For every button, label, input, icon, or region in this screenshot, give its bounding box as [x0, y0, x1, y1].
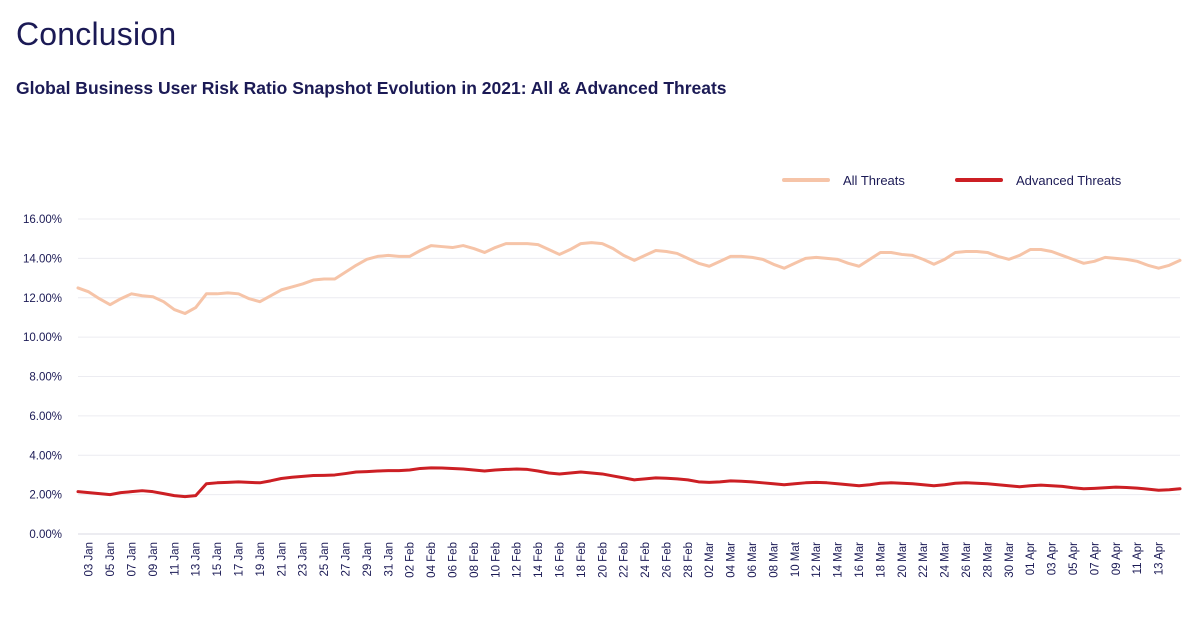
y-tick-label: 2.00% [29, 490, 62, 502]
x-tick-label: 22 Feb [619, 542, 631, 578]
x-tick-label: 24 Feb [640, 542, 652, 578]
series-line-all-threats [76, 241, 1182, 315]
x-tick-label: 26 Feb [661, 542, 673, 578]
x-tick-label: 18 Mar [875, 542, 887, 578]
y-tick-label: 12.00% [23, 293, 62, 305]
x-tick-label: 22 Mar [918, 542, 930, 578]
x-axis: 03 Jan 05 Jan 07 Jan 09 Jan 11 Jan 13 Jan 15 J… [84, 541, 1166, 578]
x-tick-label: 12 Mar [811, 542, 823, 578]
x-tick-label: 06 Mar [747, 542, 759, 578]
x-tick-label: 30 Mar [1004, 542, 1016, 578]
x-tick-label: 14 Mar [833, 542, 845, 578]
chart-title: Global Business User Risk Ratio Snapshot… [16, 78, 727, 98]
x-tick-label: 01 Apr [1025, 542, 1037, 575]
x-tick-label: 13 Jan [191, 542, 203, 577]
x-tick-label: 13 Apr [1154, 542, 1166, 575]
x-tick-label: 31 Jan [383, 542, 395, 577]
x-tick-label: 23 Jan [298, 542, 310, 577]
legend-label-advanced-threats: Advanced Threats [1016, 173, 1122, 188]
x-tick-label: 20 Feb [597, 542, 609, 578]
y-tick-label: 10.00% [23, 332, 62, 344]
x-tick-label: 04 Feb [426, 542, 438, 578]
y-tick-label: 16.00% [23, 214, 62, 226]
x-tick-label: 26 Mar [961, 542, 973, 578]
x-tick-label: 07 Jan [126, 542, 138, 577]
x-tick-label: 02 Feb [405, 542, 417, 578]
x-tick-label: 03 Jan [84, 542, 96, 577]
x-tick-label: 07 Apr [1089, 542, 1101, 575]
series-line-advanced-threats [76, 466, 1182, 499]
y-tick-label: 0.00% [29, 529, 62, 541]
x-tick-label: 16 Mar [854, 542, 866, 578]
x-tick-label: 09 Jan [148, 542, 160, 577]
x-tick-label: 04 Mar [726, 542, 738, 578]
x-tick-label: 03 Apr [1047, 542, 1059, 575]
x-tick-label: 29 Jan [362, 542, 374, 577]
x-tick-label: 15 Jan [212, 542, 224, 577]
y-tick-label: 4.00% [29, 450, 62, 462]
x-tick-label: 16 Feb [554, 542, 566, 578]
page-heading: Conclusion [16, 16, 177, 52]
x-tick-label: 02 Mar [704, 542, 716, 578]
x-tick-label: 19 Jan [255, 542, 267, 577]
x-tick-label: 05 Jan [105, 542, 117, 577]
x-tick-label: 28 Mar [982, 542, 994, 578]
series-layer [76, 241, 1182, 499]
x-tick-label: 24 Mar [940, 542, 952, 578]
y-tick-label: 14.00% [23, 253, 62, 265]
x-tick-label: 21 Jan [276, 542, 288, 577]
x-tick-label: 27 Jan [340, 542, 352, 577]
x-tick-label: 10 Feb [490, 542, 502, 578]
y-tick-label: 8.00% [29, 372, 62, 384]
x-tick-label: 28 Feb [683, 542, 695, 578]
x-tick-label: 12 Feb [512, 542, 524, 578]
x-tick-label: 10 Mat [790, 541, 802, 577]
y-axis: 0.00% 2.00% 4.00% 6.00% 8.00% 10.00% 12.00% 14.… [23, 214, 62, 541]
x-tick-label: 17 Jan [233, 542, 245, 577]
x-tick-label: 05 Apr [1068, 542, 1080, 575]
x-tick-label: 09 Apr [1111, 542, 1123, 575]
x-tick-label: 14 Feb [533, 542, 545, 578]
legend-label-all-threats: All Threats [843, 173, 905, 188]
x-tick-label: 11 Jan [169, 542, 181, 576]
x-tick-label: 08 Mar [768, 542, 780, 578]
legend: All Threats Advanced Threats [782, 173, 1122, 188]
grid-layer [78, 218, 1180, 535]
x-tick-label: 25 Jan [319, 542, 331, 577]
x-tick-label: 06 Feb [447, 542, 459, 578]
x-tick-label: 08 Feb [469, 542, 481, 578]
x-tick-label: 18 Feb [576, 542, 588, 578]
x-tick-label: 20 Mar [897, 542, 909, 578]
y-tick-label: 6.00% [29, 411, 62, 423]
x-tick-label: 11 Apr [1132, 542, 1144, 575]
